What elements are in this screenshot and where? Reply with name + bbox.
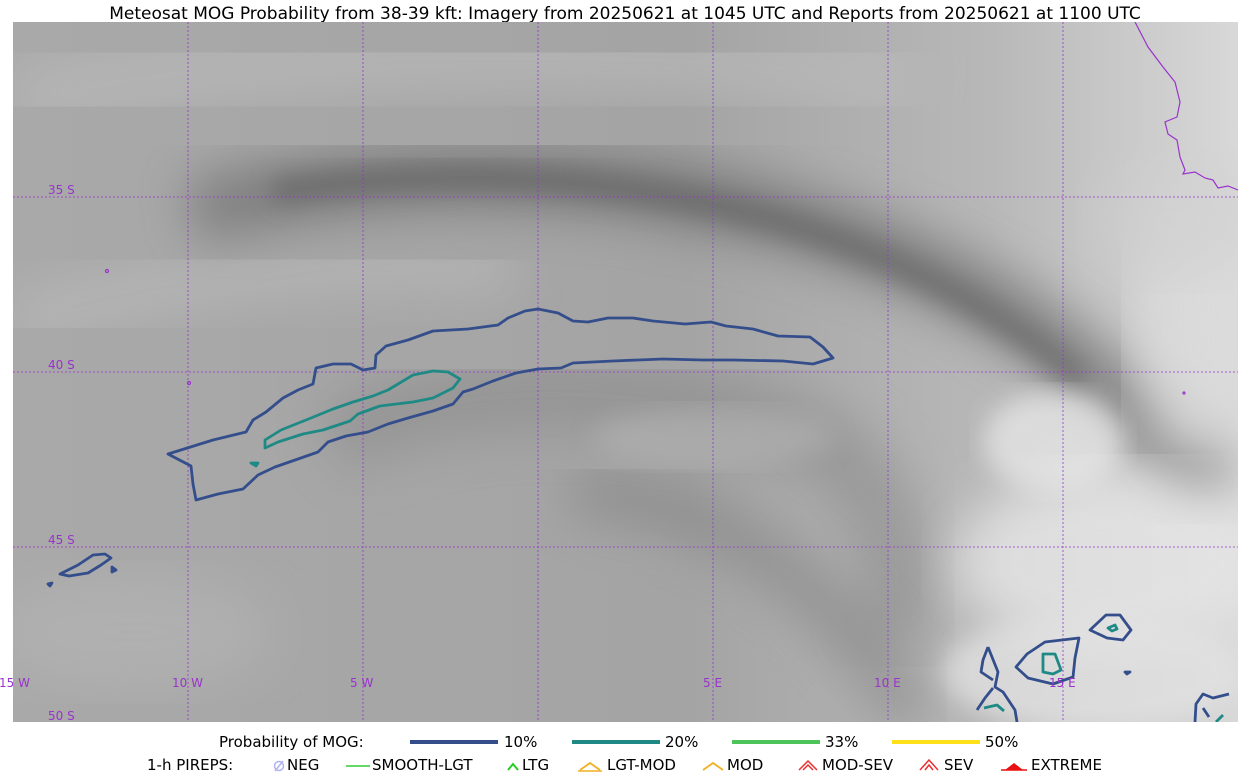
coastline bbox=[104, 21, 1239, 395]
probability-legend: Probability of MOG: 10% 20% 33% 50% bbox=[0, 733, 1250, 753]
neg-circle-icon bbox=[273, 760, 285, 772]
pirep-label-extreme: EXTREME bbox=[1031, 756, 1102, 774]
pirep-label-ltg: LTG bbox=[522, 756, 550, 774]
lat-label-50s: 50 S bbox=[48, 709, 75, 723]
pirep-label-neg: NEG bbox=[287, 756, 320, 774]
lon-label-10e: 10 E bbox=[874, 676, 901, 690]
pirep-label-lgt-mod: LGT-MOD bbox=[607, 756, 676, 774]
swatch-10pct bbox=[410, 740, 498, 744]
lon-label-15w: 15 W bbox=[0, 676, 30, 690]
mod-sev-icon bbox=[798, 759, 818, 771]
pireps-legend: 1-h PIREPS: NEG SMOOTH-LGT LTG LGT-MOD M… bbox=[0, 756, 1250, 776]
legend-label-33pct: 33% bbox=[825, 733, 859, 751]
smooth-line-icon bbox=[346, 765, 370, 767]
swatch-33pct bbox=[732, 740, 820, 744]
lat-label-45s: 45 S bbox=[48, 533, 75, 547]
lat-label-40s: 40 S bbox=[48, 358, 75, 372]
map-svg bbox=[0, 21, 1250, 733]
lon-label-5e: 5 E bbox=[703, 676, 723, 690]
legend-label-50pct: 50% bbox=[985, 733, 1019, 751]
mod-chevron-icon bbox=[702, 761, 724, 771]
lat-label-35s: 35 S bbox=[48, 183, 75, 197]
mog-10pct-contours bbox=[46, 307, 1230, 723]
graticule bbox=[13, 22, 1238, 722]
pireps-legend-title: 1-h PIREPS: bbox=[147, 756, 234, 774]
pirep-label-mod: MOD bbox=[727, 756, 764, 774]
legend-label-10pct: 10% bbox=[504, 733, 538, 751]
extreme-icon bbox=[1001, 763, 1027, 771]
swatch-20pct bbox=[572, 740, 660, 744]
chevron-icon bbox=[507, 762, 519, 771]
map-panel[interactable]: 35 S 40 S 45 S 50 S 15 W 10 W 5 W 5 E 10… bbox=[0, 21, 1250, 733]
pirep-label-mod-sev: MOD-SEV bbox=[822, 756, 893, 774]
lon-label-5w: 5 W bbox=[350, 676, 374, 690]
figure-title: Meteosat MOG Probability from 38-39 kft:… bbox=[109, 4, 1141, 24]
lon-label-15e: 15 E bbox=[1049, 676, 1076, 690]
pirep-label-smooth-lgt: SMOOTH-LGT bbox=[372, 756, 473, 774]
pirep-label-sev: SEV bbox=[944, 756, 974, 774]
lon-label-10w: 10 W bbox=[172, 676, 203, 690]
probability-legend-title: Probability of MOG: bbox=[219, 733, 364, 751]
sev-icon bbox=[919, 758, 939, 771]
mog-20pct-contours bbox=[249, 369, 1224, 723]
lgt-mod-icon bbox=[578, 761, 602, 772]
legend-label-20pct: 20% bbox=[665, 733, 699, 751]
swatch-50pct bbox=[892, 740, 980, 744]
